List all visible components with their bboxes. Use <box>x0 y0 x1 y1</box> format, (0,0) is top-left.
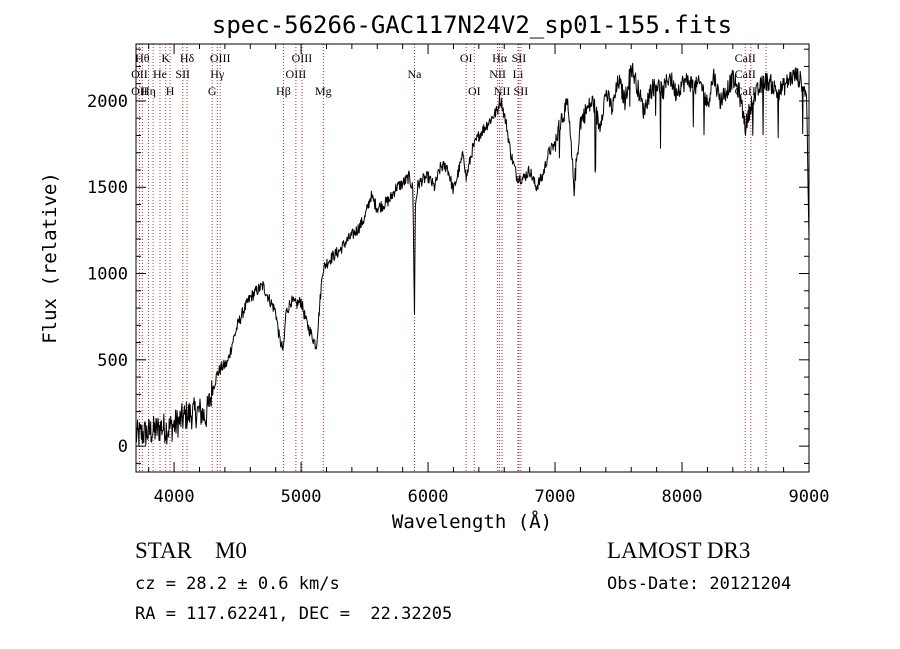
y-tick-label: 500 <box>97 351 128 371</box>
spectral-line-label: OII <box>131 84 148 98</box>
chart-title: spec-56266-GAC117N24V2_sp01-155.fits <box>212 11 732 39</box>
spectral-line-label: Hβ <box>276 84 291 98</box>
spectral-line-label: Hγ <box>210 67 225 81</box>
x-axis: 4000 5000 6000 7000 8000 9000 <box>148 44 830 507</box>
spectral-line-label: SII <box>175 67 190 81</box>
spectral-line-label: H <box>166 84 175 98</box>
spectral-line-label: OI <box>460 51 473 65</box>
y-axis-label: Flux (relative) <box>39 172 61 344</box>
spectral-line-label: Mg <box>315 84 332 98</box>
spectral-line-label: OI <box>468 84 481 98</box>
survey-name: LAMOST DR3 <box>607 538 751 563</box>
y-tick-label: 2000 <box>87 92 128 112</box>
obs-date-text: Obs-Date: 20121204 <box>607 574 792 594</box>
spectral-line-label: K <box>161 51 170 65</box>
x-axis-label: Wavelength (Å) <box>392 510 552 533</box>
spectral-line-label: Hδ <box>180 51 195 65</box>
coordinates-text: RA = 117.62241, DEC = 22.32205 <box>135 604 453 624</box>
x-tick-label: 9000 <box>789 487 830 507</box>
spectral-line-label: He <box>153 67 167 81</box>
y-tick-label: 0 <box>118 437 128 457</box>
spectrum-line <box>135 62 810 446</box>
x-tick-label: 8000 <box>662 487 703 507</box>
spectral-line-label: NII <box>489 67 506 81</box>
spectral-line-label: SII <box>512 51 527 65</box>
spectral-line-label: OIII <box>286 67 307 81</box>
x-tick-label: 7000 <box>535 487 576 507</box>
y-tick-label: 1000 <box>87 265 128 285</box>
spectral-line-label: CaII <box>735 51 756 65</box>
x-tick-label: 5000 <box>281 487 322 507</box>
spectral-line-label: Hθ <box>135 51 150 65</box>
spectral-line-label: OII <box>131 67 148 81</box>
spectral-line-label: Na <box>407 67 422 81</box>
y-axis: 0 500 1000 1500 2000 <box>87 48 809 464</box>
classification-text: STAR M0 <box>135 538 247 563</box>
spectral-line-label: OIII <box>210 51 231 65</box>
x-tick-label: 6000 <box>408 487 449 507</box>
spectral-line-label: NII <box>494 84 511 98</box>
spectral-line-label: Hη <box>141 84 156 98</box>
x-tick-label: 4000 <box>154 487 195 507</box>
spectrum-series <box>135 62 810 446</box>
spectral-line-label: SII <box>514 84 529 98</box>
spectral-lines <box>138 44 767 472</box>
plot-frame <box>135 43 810 473</box>
spectral-line-label: Li <box>513 67 524 81</box>
y-tick-label: 1500 <box>87 178 128 198</box>
spectral-line-labels: HθOIIOIIHηHeKHSIIHδGHγOIIIHβOIIIOIIIMgNa… <box>131 51 756 98</box>
spectral-line-label: CaII <box>735 67 756 81</box>
spectral-line-label: Hα <box>492 51 508 65</box>
spectral-line-label: OIII <box>292 51 313 65</box>
redshift-text: cz = 28.2 ± 0.6 km/s <box>135 574 340 594</box>
spectral-line-label: G <box>208 84 217 98</box>
